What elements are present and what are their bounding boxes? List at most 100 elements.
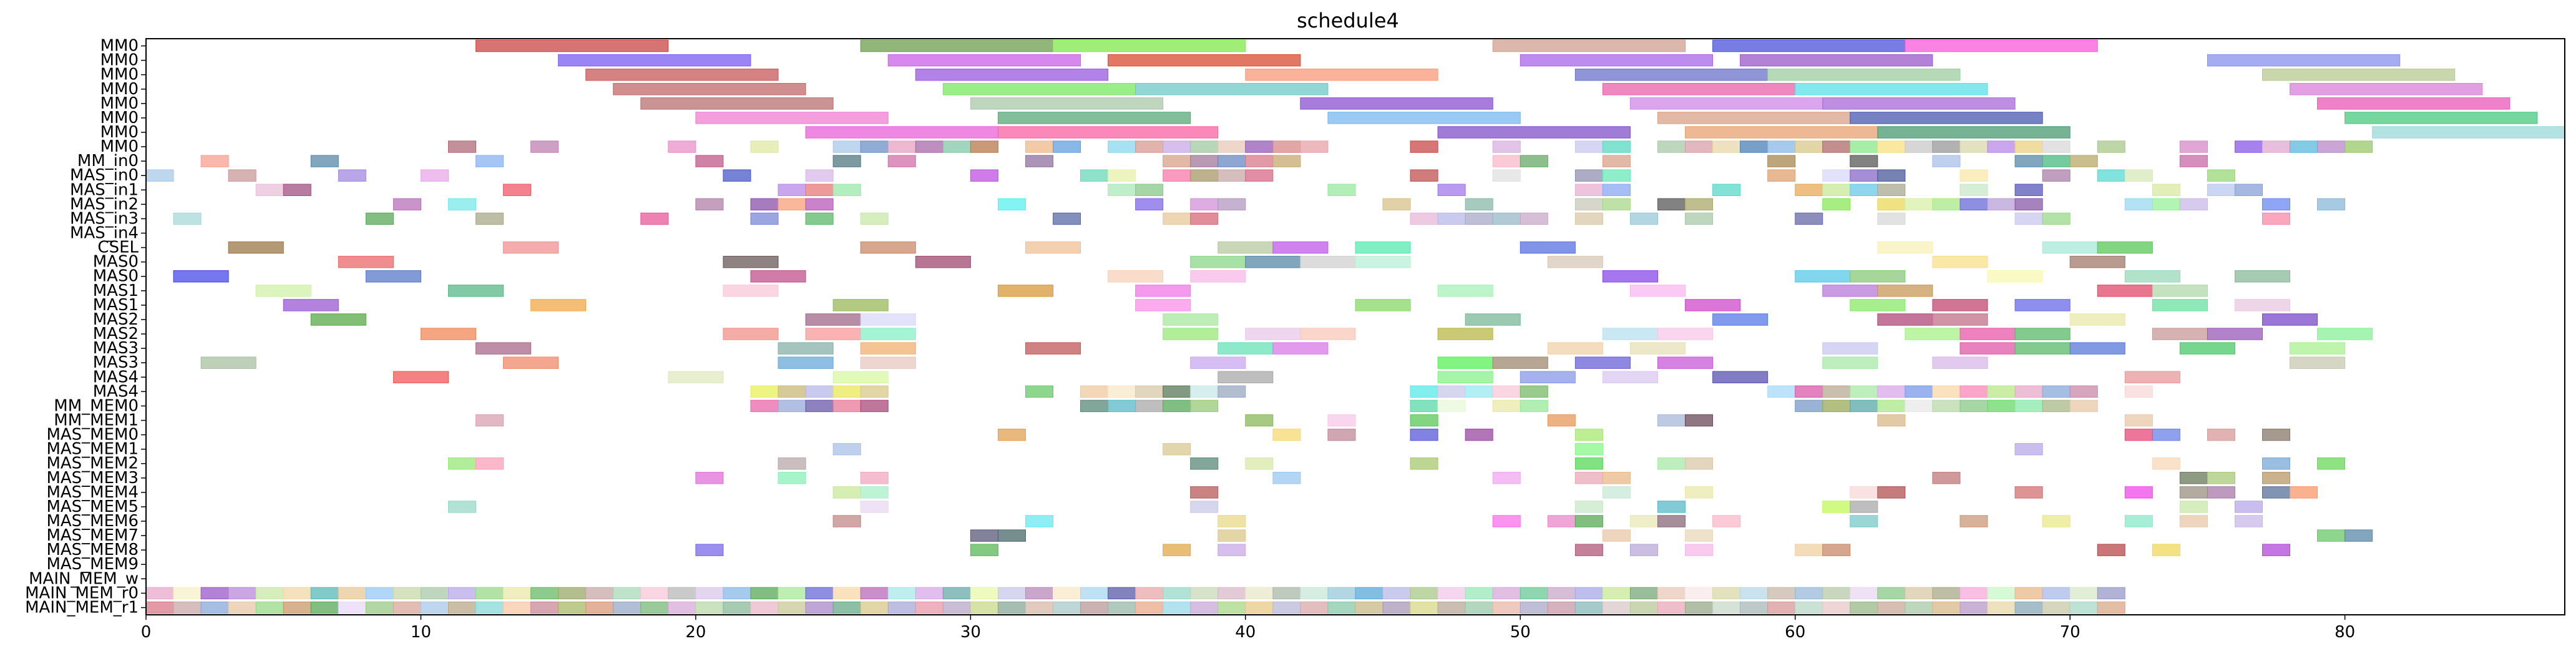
task-bar	[1520, 155, 1548, 167]
task-bar	[449, 141, 476, 152]
task-bar	[366, 213, 393, 224]
task-bar	[1960, 602, 1988, 613]
task-bar	[1493, 602, 1520, 613]
task-bar	[393, 371, 448, 383]
task-bar	[228, 602, 256, 613]
task-bar	[1850, 155, 1878, 167]
task-bar	[1630, 285, 1685, 296]
task-bar	[888, 602, 915, 613]
task-bar	[2042, 386, 2070, 397]
task-bar	[2125, 414, 2152, 426]
task-bar	[2070, 587, 2097, 599]
task-bar	[2125, 371, 2180, 383]
task-bar	[1410, 386, 1438, 397]
task-bar	[2125, 429, 2152, 440]
task-bar	[1273, 141, 1300, 152]
task-bar	[641, 587, 668, 599]
task-bar	[2180, 141, 2207, 152]
task-bar	[1795, 141, 1823, 152]
task-bar	[311, 602, 338, 613]
task-bar	[1823, 400, 1850, 411]
task-bar	[723, 602, 751, 613]
task-bar	[1410, 414, 1438, 426]
task-bar	[1878, 386, 1905, 397]
task-bar	[173, 213, 201, 224]
task-bar	[970, 98, 1163, 109]
task-bar	[915, 602, 943, 613]
task-bar	[2318, 328, 2373, 340]
task-bar	[2263, 429, 2290, 440]
task-bar	[1493, 400, 1520, 411]
task-bar	[696, 198, 723, 210]
task-bar	[2207, 429, 2235, 440]
task-bar	[1603, 530, 1630, 541]
task-bar	[201, 357, 256, 368]
task-bar	[1273, 155, 1300, 167]
task-bar	[1850, 141, 1878, 152]
task-bar	[1603, 472, 1630, 484]
task-bar	[2207, 184, 2235, 195]
task-bar	[2263, 544, 2290, 556]
task-bar	[476, 602, 504, 613]
task-bar	[1850, 501, 1878, 512]
x-tick-label: 80	[2334, 623, 2355, 642]
task-bar	[970, 587, 998, 599]
task-bar	[1878, 400, 1905, 411]
task-bar	[1686, 414, 1713, 426]
task-bar	[806, 198, 833, 210]
task-bar	[1740, 54, 1933, 66]
task-bar	[833, 141, 861, 152]
task-bar	[1025, 516, 1053, 527]
task-bar	[696, 544, 723, 556]
task-bar	[1108, 184, 1136, 195]
task-bar	[1768, 141, 1795, 152]
task-bar	[1383, 587, 1410, 599]
task-bar	[778, 198, 806, 210]
task-bar	[1520, 213, 1548, 224]
task-bar	[1905, 141, 1933, 152]
task-bar	[833, 587, 861, 599]
task-bar	[504, 602, 531, 613]
task-bar	[1603, 602, 1630, 613]
task-bar	[1465, 602, 1493, 613]
task-bar	[1191, 170, 1218, 181]
task-bar	[2042, 213, 2070, 224]
task-bar	[1081, 602, 1108, 613]
task-bar	[2015, 602, 2042, 613]
task-bar	[1300, 587, 1328, 599]
task-bar	[1630, 587, 1657, 599]
task-bar	[1878, 285, 1933, 296]
task-bar	[173, 602, 201, 613]
task-bar	[2263, 141, 2290, 152]
task-bar	[1988, 141, 2015, 152]
task-bar	[2235, 300, 2290, 311]
task-bar	[2152, 285, 2207, 296]
task-bar	[1136, 198, 1163, 210]
task-bar	[1850, 602, 1878, 613]
task-bar	[1795, 602, 1823, 613]
task-bar	[2042, 155, 2070, 167]
task-bar	[1933, 386, 1960, 397]
task-bar	[1603, 155, 1630, 167]
task-bar	[2042, 170, 2070, 181]
task-bar	[2015, 343, 2070, 354]
task-bar	[1273, 587, 1300, 599]
task-bar	[1053, 40, 1246, 51]
task-bar	[1108, 271, 1163, 282]
task-bar	[998, 587, 1025, 599]
task-bar	[1218, 198, 1246, 210]
task-bar	[2070, 314, 2125, 325]
task-bar	[1823, 386, 1850, 397]
task-bar	[201, 587, 228, 599]
task-bar	[1658, 602, 1686, 613]
task-bar	[1960, 184, 1988, 195]
task-bar	[1630, 98, 1822, 109]
task-bar	[2042, 242, 2097, 253]
task-bar	[1850, 300, 1905, 311]
task-bar	[1438, 184, 1465, 195]
task-bar	[2207, 328, 2262, 340]
task-bar	[1823, 198, 1850, 210]
task-bar	[833, 155, 861, 167]
task-bar	[1163, 328, 1218, 340]
task-bar	[1850, 271, 1905, 282]
